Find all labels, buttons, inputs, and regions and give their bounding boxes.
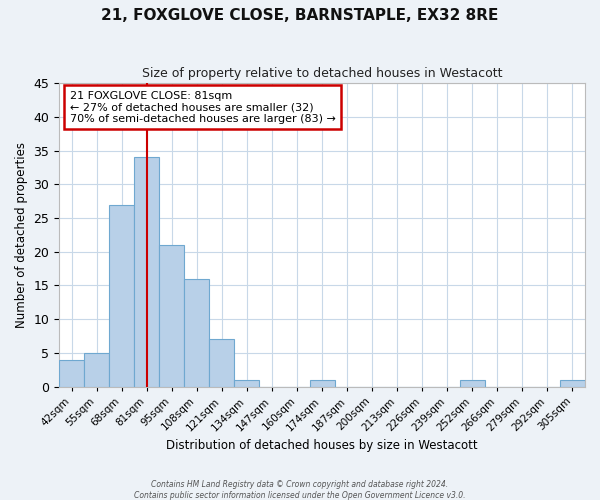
Text: 21, FOXGLOVE CLOSE, BARNSTAPLE, EX32 8RE: 21, FOXGLOVE CLOSE, BARNSTAPLE, EX32 8RE: [101, 8, 499, 22]
Title: Size of property relative to detached houses in Westacott: Size of property relative to detached ho…: [142, 68, 502, 80]
Bar: [84, 353, 109, 386]
Bar: [184, 278, 209, 386]
Text: 21 FOXGLOVE CLOSE: 81sqm
← 27% of detached houses are smaller (32)
70% of semi-d: 21 FOXGLOVE CLOSE: 81sqm ← 27% of detach…: [70, 90, 335, 124]
Y-axis label: Number of detached properties: Number of detached properties: [15, 142, 28, 328]
Bar: [160, 245, 184, 386]
Bar: [59, 360, 84, 386]
Bar: [310, 380, 335, 386]
X-axis label: Distribution of detached houses by size in Westacott: Distribution of detached houses by size …: [166, 440, 478, 452]
Text: Contains HM Land Registry data © Crown copyright and database right 2024.
Contai: Contains HM Land Registry data © Crown c…: [134, 480, 466, 500]
Bar: [235, 380, 259, 386]
Bar: [209, 340, 235, 386]
Bar: [560, 380, 585, 386]
Bar: [134, 158, 160, 386]
Bar: [460, 380, 485, 386]
Bar: [109, 204, 134, 386]
